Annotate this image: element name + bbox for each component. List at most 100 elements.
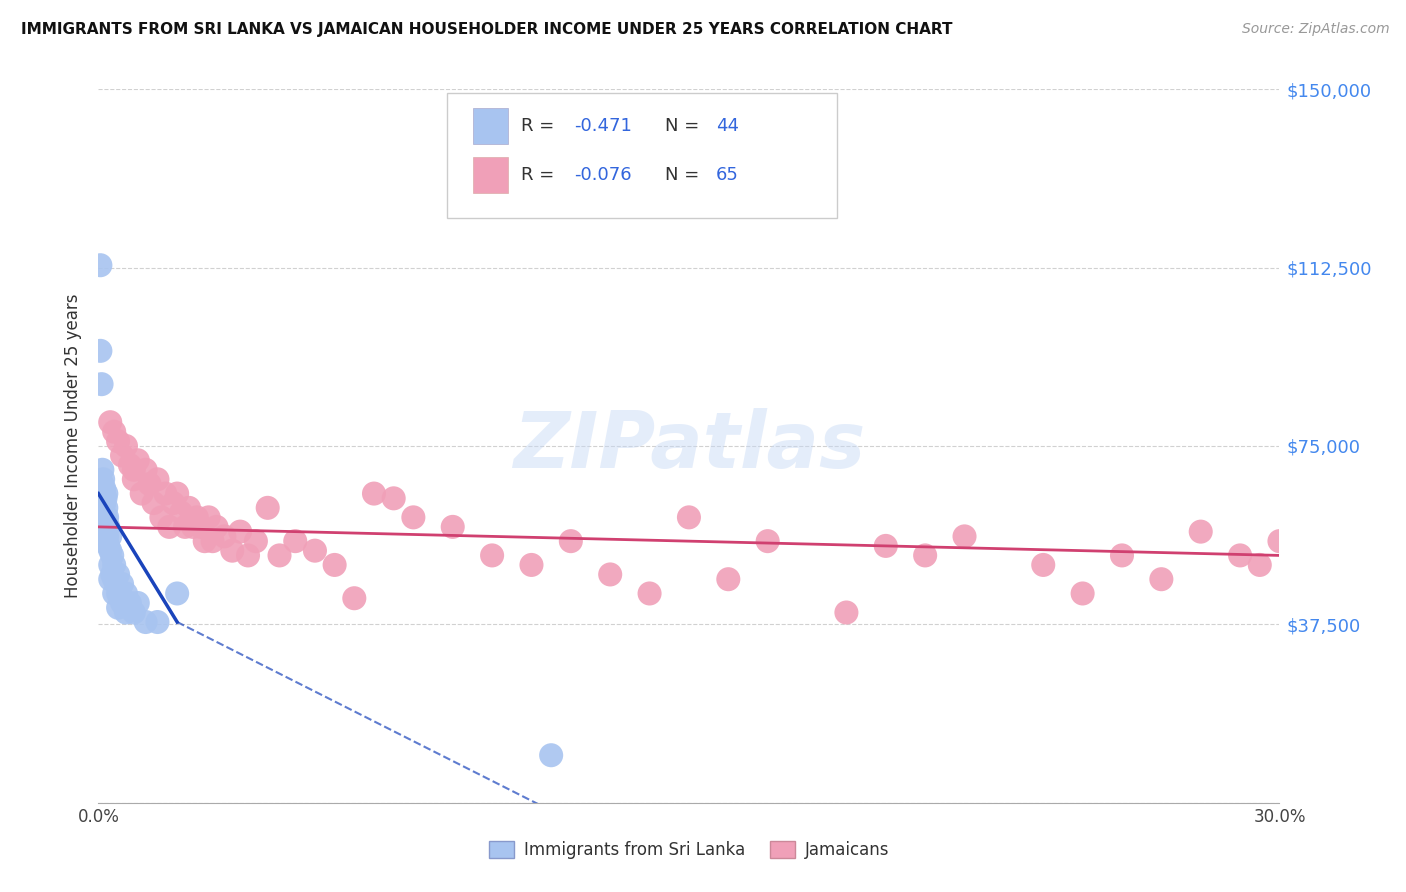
Point [89,343,111,358]
Point [756,534,779,549]
Point [284,534,307,549]
Point [166,486,188,500]
Point [98,572,121,586]
Point [146,472,169,486]
Text: ZIPatlas: ZIPatlas [513,408,865,484]
Point [1229,549,1251,563]
Text: N =: N = [665,117,706,135]
Text: 65: 65 [716,166,740,184]
Point [599,567,621,582]
Point [122,472,145,486]
Point [91,500,114,515]
Point [135,615,157,629]
Point [402,510,425,524]
Point [107,586,129,600]
Point [98,529,121,543]
Point [103,586,125,600]
Point [190,520,212,534]
Point [91,463,114,477]
Point [98,558,121,572]
Point [1032,558,1054,572]
Point [229,524,252,539]
Point [127,453,149,467]
Text: Source: ZipAtlas.com: Source: ZipAtlas.com [1241,22,1389,37]
Legend: Immigrants from Sri Lanka, Jamaicans: Immigrants from Sri Lanka, Jamaicans [482,834,896,866]
Point [186,510,208,524]
Text: R =: R = [522,117,560,135]
FancyBboxPatch shape [472,157,508,193]
Point [177,500,200,515]
Point [1150,572,1173,586]
Point [170,506,193,520]
Point [115,439,138,453]
Point [194,534,217,549]
Point [343,591,366,606]
Point [1189,524,1212,539]
Point [90,377,112,392]
Point [96,510,118,524]
Point [118,596,141,610]
Point [269,549,291,563]
Point [107,600,129,615]
Point [115,606,138,620]
Point [441,520,464,534]
Point [96,520,118,534]
Point [245,534,267,549]
Point [122,606,145,620]
Point [162,496,184,510]
Point [131,486,153,500]
Point [1288,558,1310,572]
Point [155,486,177,500]
Y-axis label: Householder Income Under 25 years: Householder Income Under 25 years [65,293,83,599]
Point [1071,586,1094,600]
Text: 44: 44 [716,117,740,135]
Point [205,520,228,534]
Point [115,586,138,600]
FancyBboxPatch shape [472,109,508,145]
Text: -0.471: -0.471 [575,117,633,135]
Point [174,520,197,534]
Point [101,549,124,563]
Point [1111,549,1133,563]
Point [214,529,236,543]
Point [221,543,243,558]
Point [127,596,149,610]
Point [914,549,936,563]
Point [103,572,125,586]
Point [91,472,114,486]
Point [96,500,118,515]
Point [97,539,120,553]
Point [98,543,121,558]
Point [678,510,700,524]
Point [91,496,114,510]
Point [146,615,169,629]
Point [256,500,278,515]
Point [98,415,121,429]
Point [181,520,204,534]
Point [107,567,129,582]
FancyBboxPatch shape [447,93,837,218]
Point [560,534,582,549]
Point [150,510,173,524]
Point [835,606,858,620]
Point [94,491,117,506]
Text: IMMIGRANTS FROM SRI LANKA VS JAMAICAN HOUSEHOLDER INCOME UNDER 25 YEARS CORRELAT: IMMIGRANTS FROM SRI LANKA VS JAMAICAN HO… [21,22,953,37]
Point [638,586,661,600]
Point [93,496,115,510]
Point [1268,534,1291,549]
Point [107,434,129,449]
Point [96,486,118,500]
Text: N =: N = [665,166,706,184]
Point [157,520,180,534]
Point [103,425,125,439]
Point [481,549,503,563]
Point [540,748,562,763]
Point [520,558,543,572]
Text: -0.076: -0.076 [575,166,633,184]
Point [304,543,326,558]
Point [118,458,141,472]
Point [382,491,405,506]
Point [197,510,219,524]
Point [91,477,114,491]
Point [111,449,134,463]
